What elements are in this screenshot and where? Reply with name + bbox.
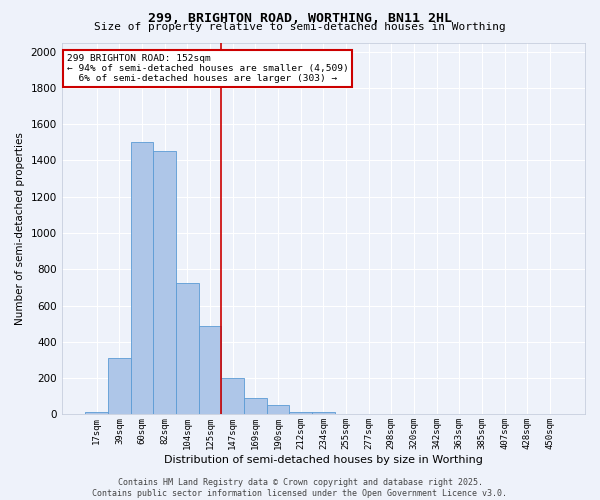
Bar	[131, 142, 154, 414]
Bar	[221, 378, 244, 414]
Bar	[266, 406, 289, 414]
Bar	[85, 412, 108, 414]
Text: Size of property relative to semi-detached houses in Worthing: Size of property relative to semi-detach…	[94, 22, 506, 32]
X-axis label: Distribution of semi-detached houses by size in Worthing: Distribution of semi-detached houses by …	[164, 455, 483, 465]
Text: 299 BRIGHTON ROAD: 152sqm
← 94% of semi-detached houses are smaller (4,509)
  6%: 299 BRIGHTON ROAD: 152sqm ← 94% of semi-…	[67, 54, 349, 84]
Text: Contains HM Land Registry data © Crown copyright and database right 2025.
Contai: Contains HM Land Registry data © Crown c…	[92, 478, 508, 498]
Bar	[312, 412, 335, 414]
Y-axis label: Number of semi-detached properties: Number of semi-detached properties	[15, 132, 25, 325]
Bar	[289, 412, 312, 414]
Bar	[108, 358, 131, 414]
Text: 299, BRIGHTON ROAD, WORTHING, BN11 2HL: 299, BRIGHTON ROAD, WORTHING, BN11 2HL	[148, 12, 452, 26]
Bar	[154, 152, 176, 414]
Bar	[244, 398, 266, 414]
Bar	[176, 283, 199, 414]
Bar	[199, 326, 221, 414]
